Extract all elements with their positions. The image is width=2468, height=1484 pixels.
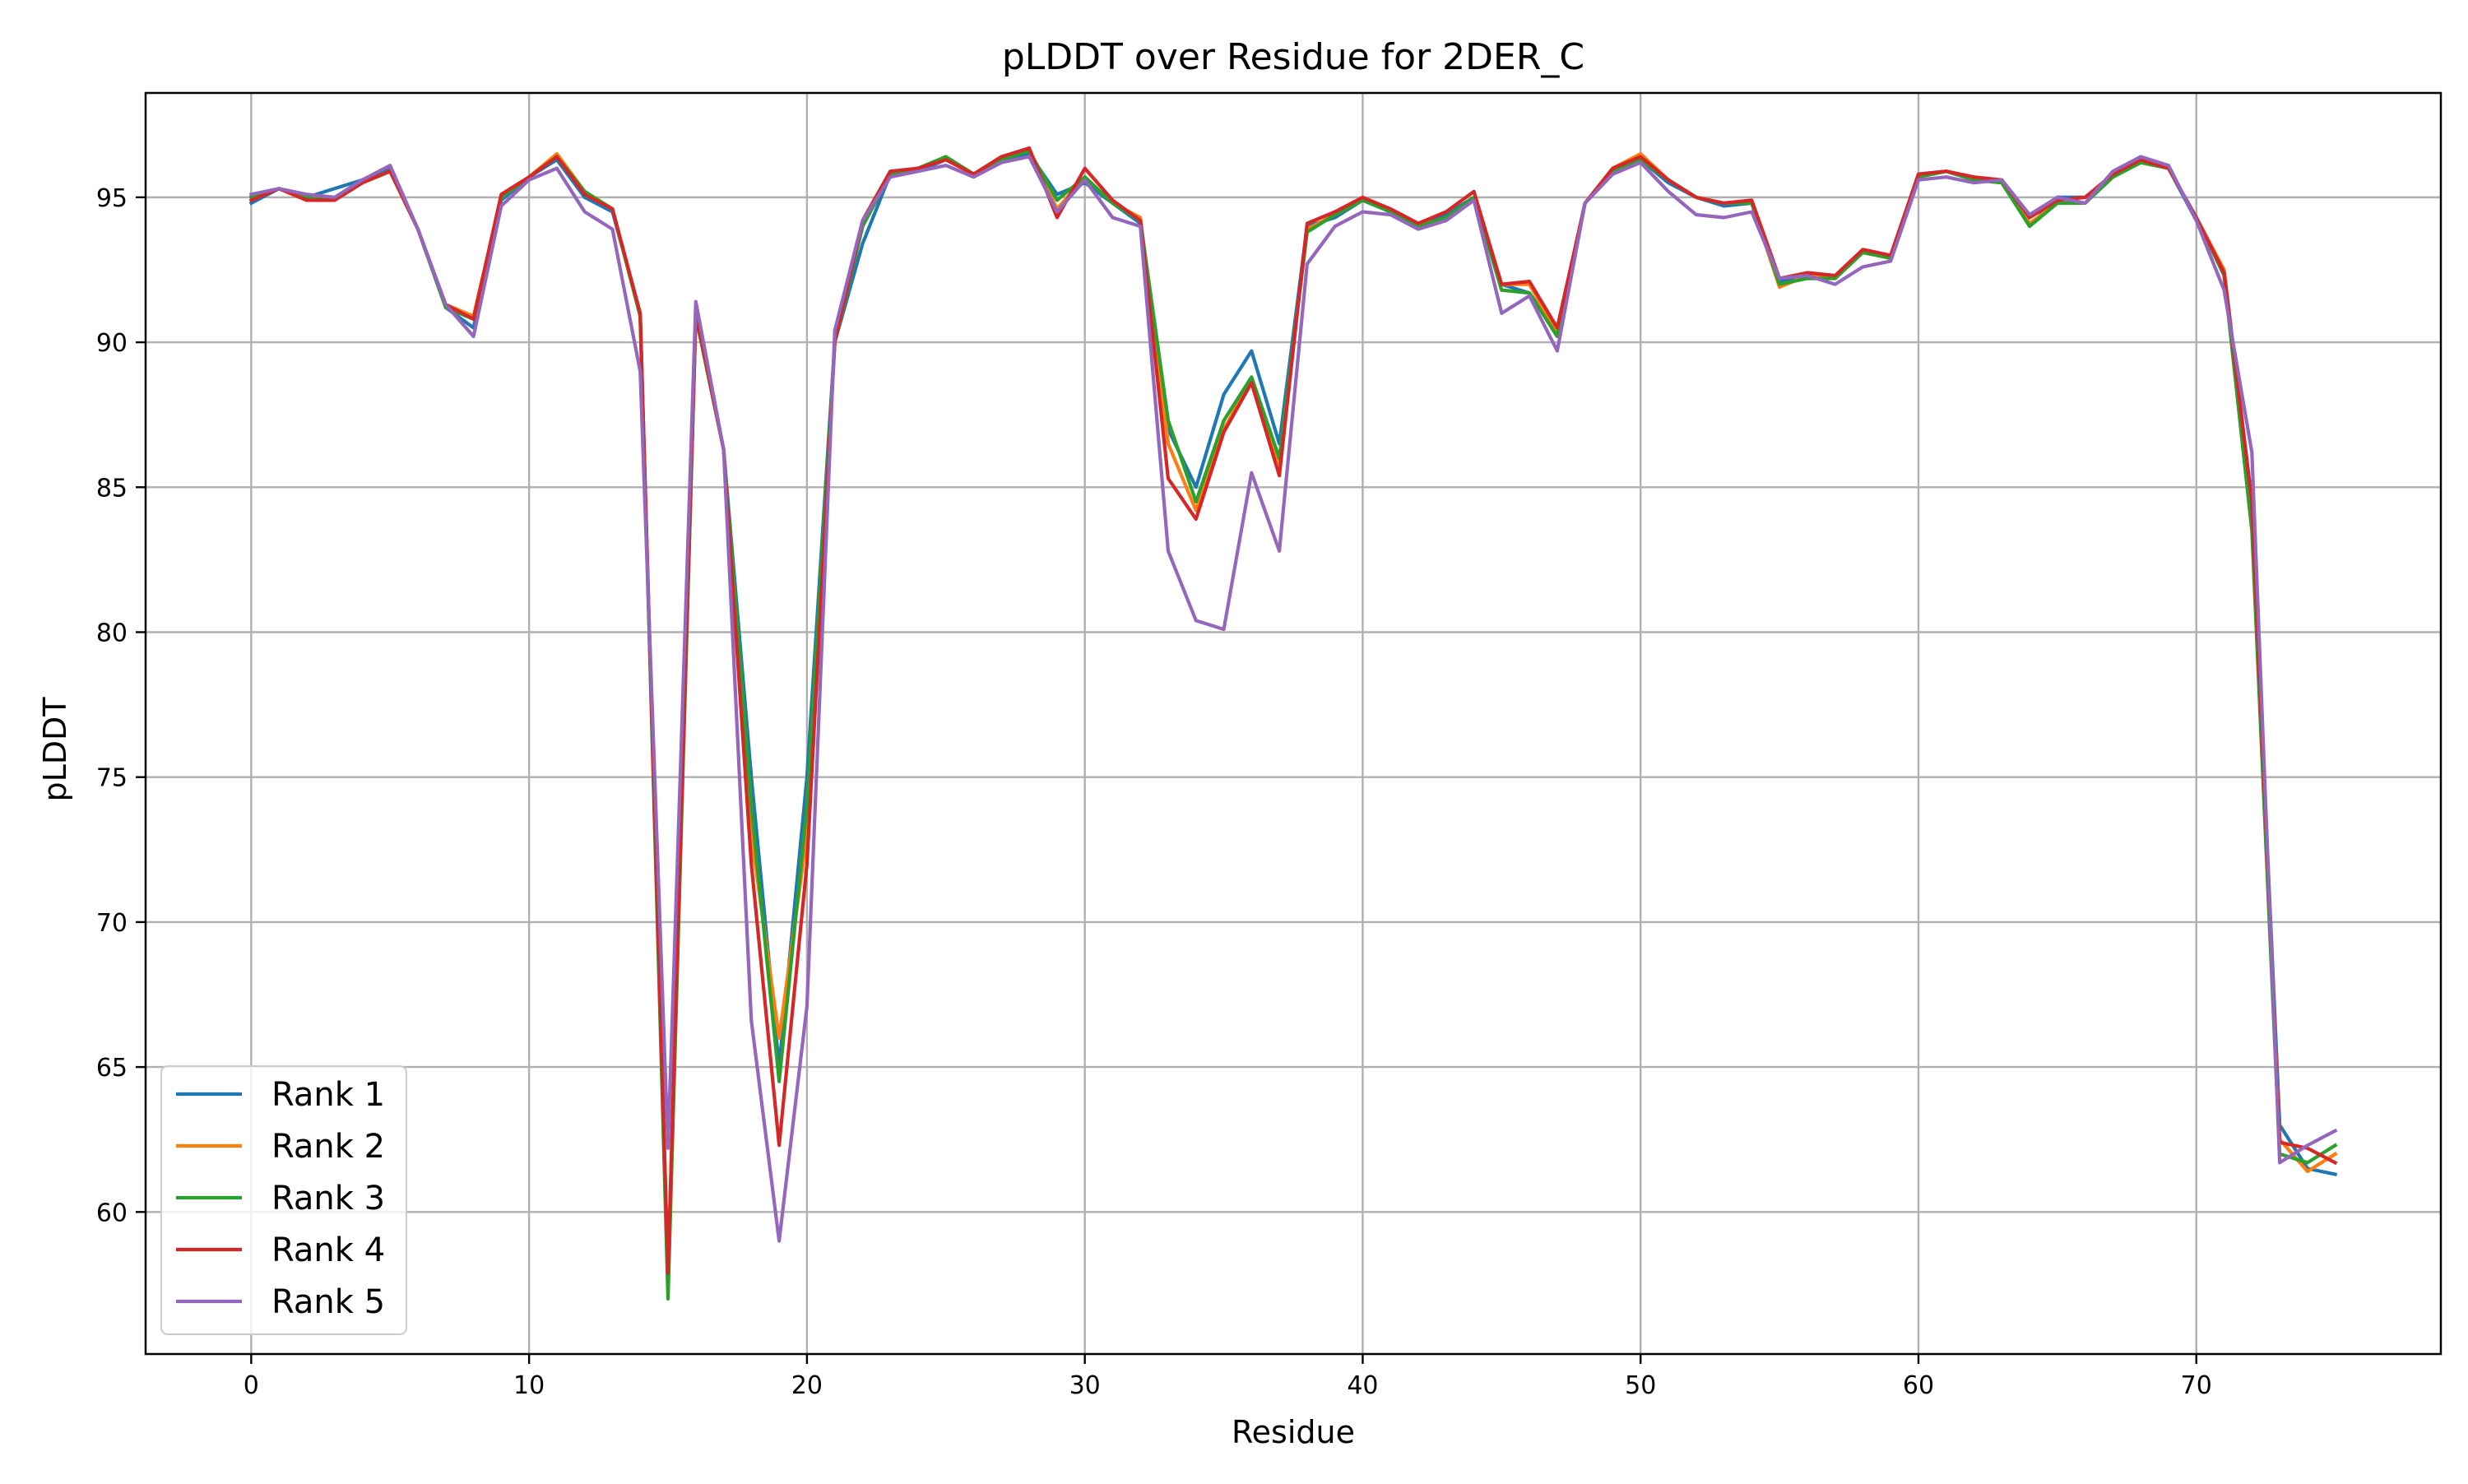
plot-frame [144, 91, 2442, 1356]
x-tick-label: 70 [2181, 1371, 2212, 1400]
chart-title: pLDDT over Residue for 2DER_C [1002, 36, 1584, 78]
y-tick-label: 60 [96, 1199, 128, 1227]
y-tick-label: 80 [96, 619, 128, 647]
x-tick-label: 0 [244, 1371, 259, 1400]
y-axis-ticks: 60 65 70 75 80 85 90 95 [96, 184, 146, 1227]
series-line-rank-5 [248, 155, 2338, 1243]
series-line-rank-4 [248, 146, 2338, 1275]
y-tick-label: 75 [96, 764, 128, 793]
y-tick-label: 95 [96, 184, 128, 213]
legend-label-rank-2: Rank 2 [271, 1128, 385, 1166]
legend-box [160, 1065, 407, 1335]
y-tick-label: 65 [96, 1054, 128, 1083]
y-axis-label: pLDDT [37, 697, 73, 802]
legend-label-rank-1: Rank 1 [271, 1076, 385, 1114]
x-axis-label: Residue [1232, 1414, 1355, 1450]
x-tick-label: 10 [513, 1371, 545, 1400]
plot-area [146, 93, 2441, 1354]
legend-label-rank-4: Rank 4 [271, 1231, 385, 1269]
y-tick-label: 85 [96, 474, 128, 503]
x-tick-label: 40 [1347, 1371, 1378, 1400]
legend-label-rank-3: Rank 3 [271, 1180, 385, 1217]
y-tick-label: 70 [96, 909, 128, 938]
x-tick-label: 60 [1903, 1371, 1934, 1400]
x-tick-label: 50 [1625, 1371, 1656, 1400]
legend-label-rank-5: Rank 5 [271, 1283, 385, 1321]
x-axis-ticks: 0 10 20 30 40 50 60 70 [244, 1354, 2212, 1400]
y-tick-label: 90 [96, 329, 128, 358]
x-tick-label: 20 [791, 1371, 823, 1400]
legend: Rank 1 Rank 2 Rank 3 Rank 4 Rank 5 [160, 1065, 407, 1335]
series-lines [248, 146, 2338, 1301]
x-tick-label: 30 [1069, 1371, 1101, 1400]
